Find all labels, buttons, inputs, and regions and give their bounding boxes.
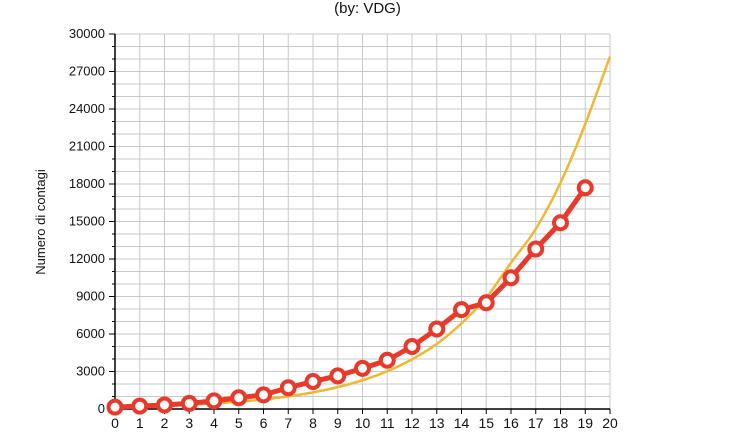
data-point-marker xyxy=(502,269,520,287)
y-tick-label: 15000 xyxy=(69,214,105,229)
data-point-marker xyxy=(131,397,149,415)
data-point-marker xyxy=(106,398,124,416)
x-tick-label: 11 xyxy=(380,415,395,431)
x-tick-label: 14 xyxy=(454,415,470,431)
data-point-marker xyxy=(576,179,594,197)
x-tick-label: 20 xyxy=(602,415,618,431)
data-point-marker xyxy=(552,214,569,232)
y-tick-label: 0 xyxy=(98,401,105,416)
data-point-marker xyxy=(453,301,470,319)
x-tick-label: 5 xyxy=(235,415,243,431)
x-tick-label: 12 xyxy=(404,415,420,431)
x-tick-label: 19 xyxy=(577,415,593,431)
data-line xyxy=(114,186,588,410)
y-tick-label: 30000 xyxy=(69,26,105,41)
data-point-marker xyxy=(279,379,297,397)
y-tick-label: 27000 xyxy=(69,64,105,79)
y-axis-label: Numero di contagi xyxy=(33,169,48,275)
data-point-marker xyxy=(205,392,223,410)
data-point-marker xyxy=(329,367,347,385)
y-tick-label: 24000 xyxy=(69,101,105,116)
x-tick-label: 16 xyxy=(503,415,519,431)
x-tick-label: 17 xyxy=(528,415,544,431)
y-tick-label: 6000 xyxy=(76,326,105,341)
x-tick-label: 1 xyxy=(136,415,144,431)
data-point-marker xyxy=(354,359,371,377)
data-point-marker xyxy=(378,351,396,369)
x-tick-label: 9 xyxy=(334,415,342,431)
y-tick-label: 3000 xyxy=(76,364,105,379)
x-tick-label: 15 xyxy=(478,415,494,431)
x-tick-label: 18 xyxy=(553,415,569,431)
y-tick-label: 18000 xyxy=(69,176,105,191)
data-series xyxy=(106,179,594,416)
data-point-marker xyxy=(304,373,322,390)
x-tick-label: 13 xyxy=(429,415,445,431)
x-tick-label: 6 xyxy=(260,415,268,431)
y-tick-label: 21000 xyxy=(69,139,105,154)
chart-title: (by: VDG) xyxy=(334,0,401,17)
data-point-marker xyxy=(428,320,446,338)
y-tick-label: 12000 xyxy=(69,251,105,266)
data-point-marker xyxy=(403,338,421,355)
x-tick-label: 2 xyxy=(161,415,169,431)
tick-labels: 0300060009000120001500018000210002400027… xyxy=(69,26,618,431)
axes xyxy=(109,33,611,414)
grid xyxy=(114,33,611,410)
data-point-marker xyxy=(230,389,248,407)
y-tick-label: 9000 xyxy=(76,289,105,304)
data-point-marker xyxy=(156,396,173,414)
x-tick-label: 7 xyxy=(284,415,292,431)
x-tick-label: 10 xyxy=(355,415,371,431)
x-tick-label: 0 xyxy=(111,415,119,431)
data-point-marker xyxy=(527,240,545,258)
data-point-marker xyxy=(255,386,272,404)
data-point-marker xyxy=(477,294,495,312)
x-tick-label: 8 xyxy=(309,415,317,431)
x-tick-label: 4 xyxy=(210,415,218,431)
data-point-marker xyxy=(180,394,198,412)
x-tick-label: 3 xyxy=(185,415,193,431)
